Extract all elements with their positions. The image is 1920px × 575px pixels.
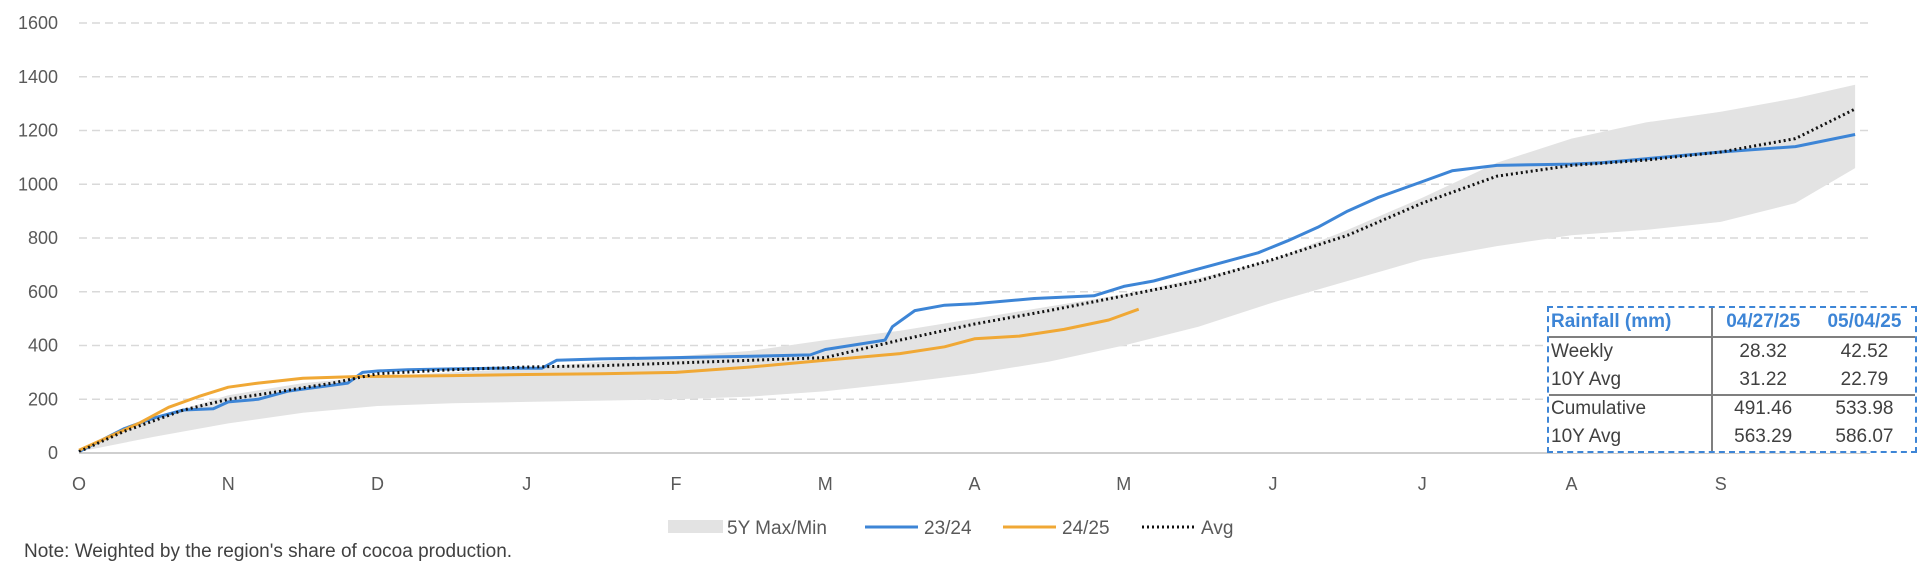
x-tick-label: O <box>72 474 86 494</box>
series-24-25-line <box>78 307 1140 452</box>
rainfall-summary-table: Rainfall (mm) 04/27/25 05/04/25 Weekly 2… <box>1547 306 1917 453</box>
legend-band-swatch <box>668 520 723 533</box>
x-tick-label: A <box>1565 474 1577 494</box>
table-header-row: Rainfall (mm) 04/27/25 05/04/25 <box>1549 308 1915 338</box>
x-tick-label: A <box>968 474 980 494</box>
table-row: 10Y Avg 563.29 586.07 <box>1549 423 1915 451</box>
y-axis-ticks: 0 200 400 600 800 1000 1200 1400 1600 <box>18 13 58 463</box>
series-layer <box>78 107 1856 454</box>
x-tick-label: J <box>1418 474 1427 494</box>
y-tick-label: 1200 <box>18 121 58 141</box>
y-tick-label: 1600 <box>18 13 58 33</box>
legend-band-label: 5Y Max/Min <box>727 518 827 539</box>
table-cell: 533.98 <box>1813 393 1915 424</box>
series-23-24-line <box>78 133 1856 454</box>
table-cell: 42.52 <box>1840 340 1889 362</box>
table-row: Cumulative 491.46 533.98 <box>1549 393 1915 424</box>
x-tick-label: M <box>1116 474 1131 494</box>
y-tick-label: 800 <box>28 228 58 248</box>
y-tick-label: 1000 <box>18 174 58 194</box>
table-cell: 28.32 <box>1710 336 1814 366</box>
x-tick-label: S <box>1715 474 1727 494</box>
table-cell: 10Y Avg <box>1551 426 1622 448</box>
table-cell: Cumulative <box>1549 393 1712 424</box>
table-cell: 10Y Avg <box>1551 368 1622 390</box>
table-cell: 22.79 <box>1840 368 1889 390</box>
legend: 5Y Max/Min 23/24 24/25 Avg <box>668 518 1233 539</box>
legend-23-24-label: 23/24 <box>924 518 972 539</box>
table-cell: 586.07 <box>1835 426 1894 448</box>
y-tick-label: 600 <box>28 282 58 302</box>
y-tick-label: 1400 <box>18 67 58 87</box>
band-layer <box>79 84 1856 452</box>
band-5y-max-min <box>79 84 1856 452</box>
table-row: 10Y Avg 31.22 22.79 <box>1549 365 1915 395</box>
x-tick-label: J <box>1269 474 1278 494</box>
table-cell: Weekly <box>1551 340 1613 362</box>
footnote: Note: Weighted by the region's share of … <box>24 541 513 562</box>
x-tick-label: D <box>371 474 384 494</box>
legend-24-25-label: 24/25 <box>1062 518 1110 539</box>
series-avg-line <box>78 107 1856 454</box>
table-header-label: Rainfall (mm) <box>1549 308 1712 338</box>
table-header-date-1: 04/27/25 <box>1710 308 1814 338</box>
table-header-date-2: 05/04/25 <box>1813 308 1915 338</box>
x-tick-label: F <box>671 474 682 494</box>
x-tick-label: M <box>818 474 833 494</box>
table-cell: 31.22 <box>1710 365 1814 395</box>
y-tick-label: 400 <box>28 336 58 356</box>
rainfall-table: Rainfall (mm) 04/27/25 05/04/25 Weekly 2… <box>1549 308 1915 451</box>
legend-avg-label: Avg <box>1201 518 1233 539</box>
x-tick-label: J <box>522 474 531 494</box>
y-tick-label: 0 <box>48 443 58 463</box>
x-tick-label: N <box>222 474 235 494</box>
table-cell: 491.46 <box>1710 393 1814 424</box>
y-tick-label: 200 <box>28 389 58 409</box>
table-cell: 563.29 <box>1710 423 1814 451</box>
table-row: Weekly 28.32 42.52 <box>1549 336 1915 366</box>
